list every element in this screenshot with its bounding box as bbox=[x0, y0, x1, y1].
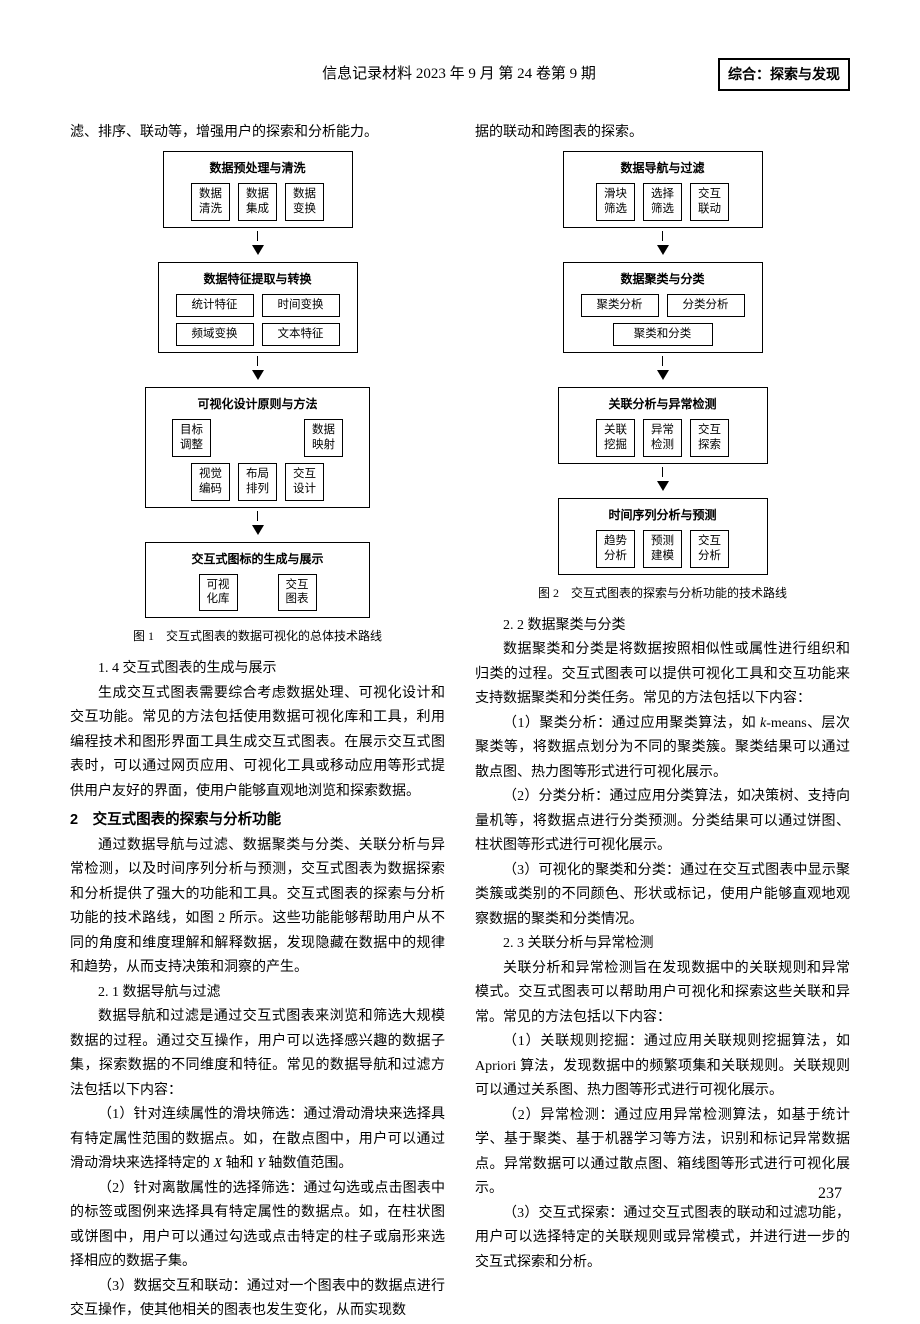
fig1-box4: 交互式图标的生成与展示 可视化库 交互图表 bbox=[145, 542, 370, 619]
fig2-box2-r1c0: 聚类分析 bbox=[581, 294, 659, 317]
fig1-box3-r1c1: 数据映射 bbox=[304, 419, 343, 457]
page-number: 237 bbox=[818, 1180, 842, 1208]
fig1-box3-row1: 目标调整 数据映射 bbox=[154, 419, 361, 457]
arrow-icon bbox=[252, 511, 264, 539]
fig2-box2: 数据聚类与分类 聚类分析 分类分析 聚类和分类 bbox=[563, 262, 763, 353]
fig1-box4-row: 可视化库 交互图表 bbox=[154, 574, 361, 612]
fig2-box2-row1: 聚类分析 分类分析 bbox=[572, 294, 754, 317]
s23-title: 2. 3 关联分析与异常检测 bbox=[475, 932, 850, 957]
fig2-box4-title: 时间序列分析与预测 bbox=[567, 505, 759, 526]
fig1-box4-c1: 交互图表 bbox=[278, 574, 317, 612]
s21-p: 数据导航和过滤是通过交互式图表来浏览和筛选大规模数据的过程。通过交互操作，用户可… bbox=[70, 1005, 445, 1103]
s22-p: 数据聚类和分类是将数据按照相似性或属性进行组织和归类的过程。交互式图表可以提供可… bbox=[475, 638, 850, 712]
fig1-box1-c1: 数据集成 bbox=[238, 183, 277, 221]
fig1-box3-r2c2: 交互设计 bbox=[285, 463, 324, 501]
s21-3: （3）数据交互和联动：通过对一个图表中的数据点进行交互操作，使其他相关的图表也发… bbox=[70, 1275, 445, 1324]
left-column: 滤、排序、联动等，增强用户的探索和分析能力。 数据预处理与清洗 数据清洗 数据集… bbox=[70, 121, 445, 1324]
right-column: 据的联动和跨图表的探索。 数据导航与过滤 滑块筛选 选择筛选 交互联动 数据聚类… bbox=[475, 121, 850, 1324]
s14-p: 生成交互式图表需要综合考虑数据处理、可视化设计和交互功能。常见的方法包括使用数据… bbox=[70, 682, 445, 805]
s21-1-y: Y bbox=[257, 1156, 265, 1171]
arrow-icon bbox=[657, 356, 669, 384]
fig1-box3: 可视化设计原则与方法 目标调整 数据映射 视觉编码 布局排列 交互设计 bbox=[145, 387, 370, 508]
fig1-box1: 数据预处理与清洗 数据清洗 数据集成 数据变换 bbox=[163, 151, 353, 228]
s22-1: （1）聚类分析：通过应用聚类算法，如 k-means、层次聚类等，将数据点划分为… bbox=[475, 712, 850, 786]
fig2-box4: 时间序列分析与预测 趋势分析 预测建模 交互分析 bbox=[558, 498, 768, 575]
fig2-box3-c0: 关联挖掘 bbox=[596, 419, 635, 457]
fig2-box4-c2: 交互分析 bbox=[690, 530, 729, 568]
arrow-icon bbox=[657, 231, 669, 259]
s2-p: 通过数据导航与过滤、数据聚类与分类、关联分析与异常检测，以及时间序列分析与预测，… bbox=[70, 834, 445, 981]
fig2-caption: 图 2 交互式图表的探索与分析功能的技术路线 bbox=[475, 583, 850, 604]
fig2-box3-c1: 异常检测 bbox=[643, 419, 682, 457]
arrow-icon bbox=[252, 231, 264, 259]
fig2-box2-r1c1: 分类分析 bbox=[667, 294, 745, 317]
fig2-box1-c2: 交互联动 bbox=[690, 183, 729, 221]
fig1-box3-r2c1: 布局排列 bbox=[238, 463, 277, 501]
figure-1: 数据预处理与清洗 数据清洗 数据集成 数据变换 数据特征提取与转换 统计特征 时… bbox=[70, 151, 445, 618]
fig2-box1-title: 数据导航与过滤 bbox=[572, 158, 754, 179]
fig1-box1-title: 数据预处理与清洗 bbox=[172, 158, 344, 179]
s22-2: （2）分类分析：通过应用分类算法，如决策树、支持向量机等，将数据点进行分类预测。… bbox=[475, 785, 850, 859]
fig1-box2: 数据特征提取与转换 统计特征 时间变换 频域变换 文本特征 bbox=[158, 262, 358, 353]
left-p0: 滤、排序、联动等，增强用户的探索和分析能力。 bbox=[70, 121, 445, 146]
s23-3: （3）交互式探索：通过交互式图表的联动和过滤功能，用户可以选择特定的关联规则或异… bbox=[475, 1202, 850, 1276]
fig2-box3-row: 关联挖掘 异常检测 交互探索 bbox=[567, 419, 759, 457]
s14-title: 1. 4 交互式图表的生成与展示 bbox=[70, 657, 445, 682]
arrow-icon bbox=[252, 356, 264, 384]
fig2-box1-row: 滑块筛选 选择筛选 交互联动 bbox=[572, 183, 754, 221]
fig1-box2-r1c1: 时间变换 bbox=[262, 294, 340, 317]
fig1-box4-c0: 可视化库 bbox=[199, 574, 238, 612]
s22-3: （3）可视化的聚类和分类：通过在交互式图表中显示聚类簇或类别的不同颜色、形状或标… bbox=[475, 859, 850, 933]
fig2-box3-title: 关联分析与异常检测 bbox=[567, 394, 759, 415]
fig2-box3-c2: 交互探索 bbox=[690, 419, 729, 457]
fig1-box1-c0: 数据清洗 bbox=[191, 183, 230, 221]
fig1-box1-row: 数据清洗 数据集成 数据变换 bbox=[172, 183, 344, 221]
arrow-icon bbox=[657, 467, 669, 495]
fig2-box4-row: 趋势分析 预测建模 交互分析 bbox=[567, 530, 759, 568]
fig1-box3-r1c0: 目标调整 bbox=[172, 419, 211, 457]
fig1-box2-row2: 频域变换 文本特征 bbox=[167, 323, 349, 346]
s23-1: （1）关联规则挖掘：通过应用关联规则挖掘算法，如 Apriori 算法，发现数据… bbox=[475, 1030, 850, 1104]
fig2-box2-row2: 聚类和分类 bbox=[572, 323, 754, 346]
fig2-box1-c1: 选择筛选 bbox=[643, 183, 682, 221]
s23-2: （2）异常检测：通过应用异常检测算法，如基于统计学、基于聚类、基于机器学习等方法… bbox=[475, 1104, 850, 1202]
right-p0: 据的联动和跨图表的探索。 bbox=[475, 121, 850, 146]
header-badge: 综合：探索与发现 bbox=[718, 58, 850, 91]
s21-1-b: 轴数值范围。 bbox=[265, 1156, 353, 1171]
s21-1-x: X bbox=[214, 1156, 223, 1171]
s21-1-mid: 轴和 bbox=[222, 1156, 257, 1171]
fig1-box3-r2c0: 视觉编码 bbox=[191, 463, 230, 501]
fig2-box3: 关联分析与异常检测 关联挖掘 异常检测 交互探索 bbox=[558, 387, 768, 464]
s22-1-a: （1）聚类分析：通过应用聚类算法，如 bbox=[503, 716, 760, 731]
fig1-box3-title: 可视化设计原则与方法 bbox=[154, 394, 361, 415]
fig1-caption: 图 1 交互式图表的数据可视化的总体技术路线 bbox=[70, 626, 445, 647]
fig2-box4-c0: 趋势分析 bbox=[596, 530, 635, 568]
s2-title: 2 交互式图表的探索与分析功能 bbox=[70, 808, 445, 833]
content-columns: 滤、排序、联动等，增强用户的探索和分析能力。 数据预处理与清洗 数据清洗 数据集… bbox=[70, 121, 850, 1324]
fig1-box2-r1c0: 统计特征 bbox=[176, 294, 254, 317]
fig1-box3-row2: 视觉编码 布局排列 交互设计 bbox=[154, 463, 361, 501]
fig1-box2-title: 数据特征提取与转换 bbox=[167, 269, 349, 290]
s21-2: （2）针对离散属性的选择筛选：通过勾选或点击图表中的标签或图例来选择具有特定属性… bbox=[70, 1177, 445, 1275]
fig2-box2-title: 数据聚类与分类 bbox=[572, 269, 754, 290]
s21-1: （1）针对连续属性的滑块筛选：通过滑动滑块来选择具有特定属性范围的数据点。如，在… bbox=[70, 1103, 445, 1177]
fig1-box2-r2c0: 频域变换 bbox=[176, 323, 254, 346]
fig2-box2-r2c0: 聚类和分类 bbox=[613, 323, 713, 346]
s21-title: 2. 1 数据导航与过滤 bbox=[70, 981, 445, 1006]
fig2-box4-c1: 预测建模 bbox=[643, 530, 682, 568]
s23-p: 关联分析和异常检测旨在发现数据中的关联规则和异常模式。交互式图表可以帮助用户可视… bbox=[475, 957, 850, 1031]
page-header: 信息记录材料 2023 年 9 月 第 24 卷第 9 期 综合：探索与发现 bbox=[70, 58, 850, 91]
figure-2: 数据导航与过滤 滑块筛选 选择筛选 交互联动 数据聚类与分类 聚类分析 分类分析… bbox=[475, 151, 850, 575]
fig2-box1-c0: 滑块筛选 bbox=[596, 183, 635, 221]
fig1-box4-title: 交互式图标的生成与展示 bbox=[154, 549, 361, 570]
fig2-box1: 数据导航与过滤 滑块筛选 选择筛选 交互联动 bbox=[563, 151, 763, 228]
header-title: 信息记录材料 2023 年 9 月 第 24 卷第 9 期 bbox=[70, 61, 718, 87]
s22-title: 2. 2 数据聚类与分类 bbox=[475, 614, 850, 639]
fig1-box2-r2c1: 文本特征 bbox=[262, 323, 340, 346]
fig1-box1-c2: 数据变换 bbox=[285, 183, 324, 221]
fig1-box2-row1: 统计特征 时间变换 bbox=[167, 294, 349, 317]
